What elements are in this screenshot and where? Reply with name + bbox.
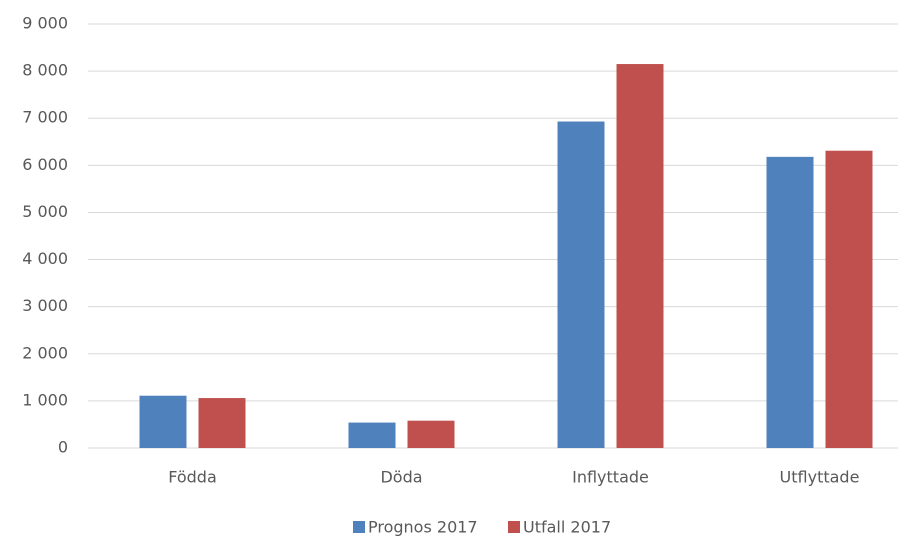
y-tick-label: 5 000 <box>22 202 68 221</box>
x-tick-label: Födda <box>168 468 217 487</box>
bar <box>407 420 455 448</box>
y-tick-label: 9 000 <box>22 14 68 33</box>
y-tick-label: 0 <box>58 438 68 457</box>
y-tick-label: 2 000 <box>22 343 68 362</box>
x-tick-label: Utflyttade <box>780 468 860 487</box>
bar <box>825 150 873 448</box>
y-tick-label: 6 000 <box>22 155 68 174</box>
y-tick-label: 1 000 <box>22 390 68 409</box>
legend-label: Utfall 2017 <box>523 518 611 537</box>
bar <box>198 398 246 448</box>
y-tick-label: 8 000 <box>22 61 68 80</box>
bar <box>557 121 605 449</box>
bar <box>348 422 396 448</box>
bar <box>616 64 664 449</box>
bar <box>139 395 187 448</box>
y-tick-label: 3 000 <box>22 296 68 315</box>
legend-swatch <box>508 521 520 533</box>
x-tick-label: Inflyttade <box>572 468 649 487</box>
legend-label: Prognos 2017 <box>368 518 478 537</box>
y-tick-label: 4 000 <box>22 249 68 268</box>
x-tick-label: Döda <box>380 468 422 487</box>
y-tick-label: 7 000 <box>22 108 68 127</box>
legend-swatch <box>353 521 365 533</box>
bar <box>766 156 814 448</box>
